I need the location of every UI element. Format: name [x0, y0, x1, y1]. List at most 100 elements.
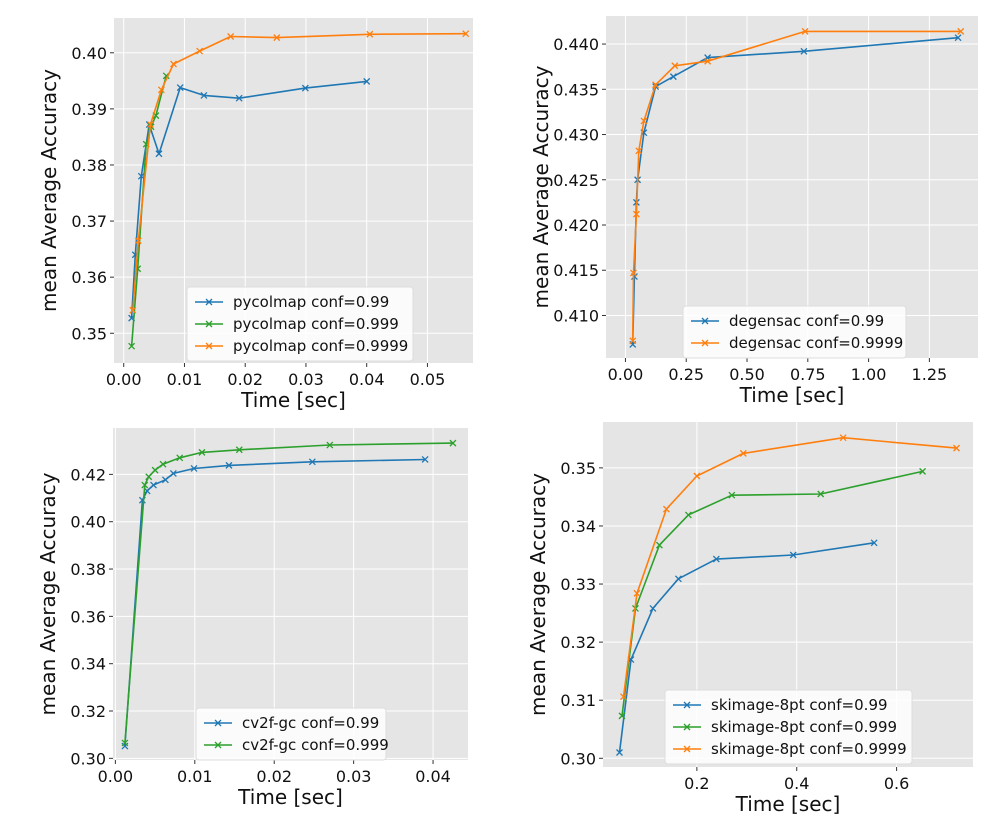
series-cv2f-gc-conf-0-999: [121, 439, 457, 747]
series-skimage-8pt-conf-0-99: [616, 539, 878, 756]
data-point-marker: [671, 62, 679, 70]
x-tick-label: 0.04: [349, 370, 385, 389]
data-point-marker: [649, 604, 657, 612]
y-tick-label: 0.40: [71, 44, 107, 63]
data-point-marker: [159, 460, 167, 468]
data-point-marker: [121, 739, 129, 747]
data-point-marker: [190, 465, 198, 472]
legend-marker-icon: [683, 745, 691, 753]
data-point-marker: [121, 742, 129, 750]
legend-box: [664, 689, 913, 765]
legend-marker-icon: [683, 701, 691, 709]
data-point-marker: [421, 456, 429, 463]
data-point-marker: [161, 476, 169, 484]
data-point-marker: [235, 94, 243, 102]
legend-marker-icon: [683, 723, 691, 731]
data-point-marker: [301, 84, 309, 92]
data-point-marker: [712, 555, 720, 563]
data-point-marker: [146, 121, 154, 129]
x-tick-label: 0.50: [729, 365, 765, 384]
data-point-marker: [662, 505, 670, 513]
data-point-marker: [449, 439, 457, 447]
x-tick-label: 0.75: [790, 365, 826, 384]
x-tick-label: 0.00: [106, 370, 142, 389]
legend-marker-icon: [205, 320, 213, 328]
series-degensac-conf-0-9999: [629, 27, 965, 345]
data-point-marker: [157, 86, 165, 94]
data-point-marker: [655, 541, 663, 549]
y-tick-label: 0.435: [553, 80, 599, 99]
y-tick-label: 0.32: [70, 702, 106, 721]
x-tick-label: 0.03: [336, 767, 372, 786]
data-point-marker: [176, 84, 184, 92]
legend-entry: skimage-8pt conf=0.999: [711, 718, 897, 736]
y-tick-label: 0.410: [553, 306, 599, 325]
series-skimage-8pt-conf-0-9999: [620, 434, 960, 701]
y-tick-label: 0.415: [553, 261, 599, 280]
legend-marker-icon: [701, 339, 709, 347]
data-point-marker: [954, 34, 962, 42]
plot-area: [113, 428, 468, 760]
legend-box: [682, 305, 907, 359]
data-point-marker: [801, 27, 809, 35]
x-tick-label: 0.01: [177, 767, 213, 786]
subplot-2: 0.00 0.25 0.50 0.75 1.00 1.25 0.410 0.415 0.420 0…: [529, 16, 978, 407]
x-axis-label: Time [sec]: [739, 383, 845, 407]
y-tick-label: 0.420: [553, 216, 599, 235]
y-tick-label: 0.440: [553, 35, 599, 54]
legend-entry: pycolmap conf=0.99: [233, 293, 389, 311]
data-point-marker: [363, 77, 371, 85]
series-line: [132, 32, 466, 311]
data-point-marker: [817, 490, 825, 498]
legend-entry: degensac conf=0.99: [729, 312, 884, 330]
legend: cv2f-gc conf=0.99 cv2f-gc conf=0.999: [195, 707, 389, 761]
y-tick-label: 0.425: [553, 171, 599, 190]
y-tick-label: 0.35: [71, 324, 107, 343]
data-point-marker: [196, 47, 204, 55]
y-tick-label: 0.42: [70, 465, 106, 484]
data-point-marker: [629, 337, 637, 345]
data-point-marker: [674, 575, 682, 583]
series-line: [631, 30, 961, 341]
y-tick-label: 0.38: [71, 156, 107, 175]
series-line: [124, 442, 453, 744]
x-tick-label: 0.01: [167, 370, 203, 389]
x-tick-label: 0.25: [668, 365, 704, 384]
data-point-marker: [640, 117, 648, 125]
y-tick-label: 0.36: [70, 607, 106, 626]
legend-marker-icon: [205, 342, 213, 350]
data-point-marker: [150, 481, 157, 489]
data-point-marker: [200, 91, 208, 99]
data-point-marker: [273, 34, 281, 42]
y-tick-label: 0.30: [560, 749, 596, 768]
y-tick-label: 0.34: [560, 517, 596, 536]
data-point-marker: [789, 551, 797, 559]
y-axis-label: mean Average Accuracy: [526, 473, 550, 716]
y-tick-label: 0.39: [71, 100, 107, 119]
data-point-marker: [128, 342, 136, 350]
legend-marker-icon: [214, 741, 222, 749]
legend-entry: cv2f-gc conf=0.99: [242, 714, 379, 732]
data-point-marker: [957, 27, 965, 35]
data-point-marker: [169, 469, 177, 477]
data-point-marker: [953, 444, 960, 452]
data-point-marker: [366, 30, 374, 38]
legend-box: [186, 286, 414, 362]
legend-marker-icon: [701, 317, 709, 325]
data-point-marker: [632, 210, 640, 218]
data-point-marker: [170, 60, 177, 68]
x-axis-label: Time [sec]: [237, 785, 343, 809]
series-line: [130, 80, 367, 319]
x-tick-label: 0.00: [608, 365, 644, 384]
data-point-marker: [198, 448, 206, 456]
x-tick-label: 0.05: [410, 370, 446, 389]
y-axis-label: mean Average Accuracy: [37, 69, 61, 312]
data-point-marker: [225, 461, 233, 469]
data-point-marker: [800, 47, 808, 55]
y-tick-label: 0.34: [70, 655, 106, 674]
legend-entry: skimage-8pt conf=0.9999: [711, 740, 907, 758]
y-tick-label: 0.38: [70, 560, 106, 579]
y-tick-label: 0.36: [71, 268, 107, 287]
legend-entry: skimage-8pt conf=0.99: [711, 696, 888, 714]
